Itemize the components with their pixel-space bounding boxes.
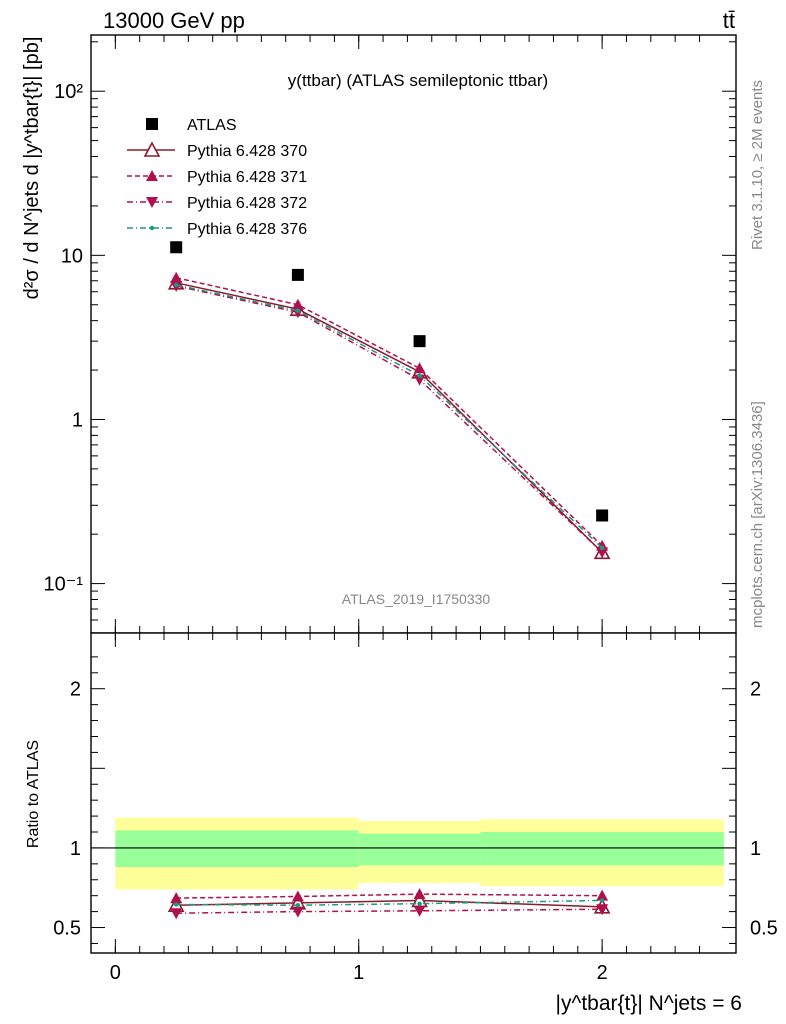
legend-entry: Pythia 6.428 372: [187, 195, 307, 212]
ratio-series-3-point: [417, 901, 422, 906]
ratio-y-tick-label: 1: [70, 838, 81, 860]
ratio-inner-band: [480, 832, 724, 866]
main-series-2-line: [176, 277, 603, 547]
legend-entry: ATLAS: [187, 117, 237, 134]
ratio-series-3-point: [295, 903, 301, 908]
legend-marker: [146, 118, 158, 130]
mcplots-label: mcplots.cern.ch [arXiv:1306.3436]: [749, 401, 766, 628]
ratio-y-axis-label: Ratio to ATLAS: [25, 740, 42, 848]
ratio-y-tick-label-right: 0.5: [750, 918, 778, 940]
main-series-0-point: [170, 241, 183, 254]
legend-marker: [149, 225, 155, 231]
main-series-2-point: [291, 298, 304, 310]
ratio-series-3-line: [176, 899, 603, 906]
legend-marker: [146, 197, 158, 208]
main-series-3-point: [413, 374, 426, 386]
main-series-4-point: [173, 282, 179, 288]
ratio-series-2-point: [291, 906, 304, 918]
main-series-2-point: [413, 362, 426, 374]
main-panel: 10⁻¹ 1 10 10² y(ttbar) (ATLAS semileptonic …: [21, 34, 737, 634]
main-y-tick-label: 10: [61, 245, 83, 267]
ratio-series-3-point: [599, 898, 605, 903]
x-tick-label: 1: [353, 962, 364, 984]
main-series-1-line: [176, 282, 603, 553]
main-y-tick-label: 10²: [54, 81, 83, 103]
ratio-inner-band: [115, 830, 359, 868]
legend-entry: Pythia 6.428 370: [187, 143, 307, 160]
ratio-series-2-point: [596, 904, 609, 916]
main-y-tick-label: 1: [72, 409, 83, 431]
main-series-4-point: [417, 373, 422, 378]
ratio-bands: [115, 817, 724, 890]
main-curves: [167, 241, 611, 560]
main-series-4-point: [295, 308, 301, 313]
main-series-0-point: [413, 335, 426, 348]
ratio-series-2-point: [170, 908, 183, 920]
ratio-inner-band: [358, 833, 481, 866]
ratio-frame-border: [90, 632, 737, 954]
legend-marker: [143, 141, 161, 157]
ratio-y-tick-label: 0.5: [53, 918, 81, 940]
ratio-series-1-point: [170, 892, 183, 904]
x-tick-label: 2: [597, 962, 608, 984]
main-y-axis-label: d²σ / d N^jets d |y^tbar{t}| [pb]: [21, 37, 43, 300]
legend-entry: Pythia 6.428 376: [187, 221, 307, 238]
ratio-y-tick-label-right: 1: [750, 838, 761, 860]
chart-title: y(ttbar) (ATLAS semileptonic ttbar): [288, 71, 548, 90]
ratio-series-2-line: [176, 908, 603, 914]
legend: ATLAS Pythia 6.428 370 Pythia 6.428 371 Pyt…: [127, 117, 307, 238]
main-frame: [91, 35, 736, 633]
ratio-series-2-point: [413, 905, 426, 917]
ratio-ticks: 0.5 0.5 1 1 2 2 0 1 2: [53, 633, 778, 984]
legend-marker: [146, 170, 158, 181]
main-series-2-point: [170, 271, 183, 283]
process-label: tt̄: [723, 8, 735, 33]
legend-entry: Pythia 6.428 371: [187, 169, 307, 186]
ratio-series-0-line: [176, 899, 603, 908]
ratio-series-1-point: [596, 889, 609, 901]
ratio-series-3-point: [173, 902, 179, 907]
main-y-tick-label: 10⁻¹: [44, 574, 84, 596]
main-series-0-point: [596, 509, 609, 522]
ratio-y-tick-label: 2: [70, 679, 81, 701]
analysis-watermark: ATLAS_2019_I1750330: [342, 591, 491, 607]
rivet-label: Rivet 3.1.10, ≥ 2M events: [749, 80, 766, 250]
energy-label: 13000 GeV pp: [103, 8, 245, 33]
main-y-ticks: 10⁻¹ 1 10 10²: [44, 35, 736, 634]
ratio-frame: [91, 633, 736, 953]
main-series-0-point: [291, 268, 304, 281]
ratio-series-1-point: [291, 890, 304, 902]
ratio-panel: 0.5 0.5 1 1 2 2 0 1 2 Ratio to ATLAS |y^tbar{t}|…: [25, 632, 778, 1015]
main-series-3-point: [596, 547, 609, 559]
ratio-series-1-point: [413, 888, 426, 900]
ratio-curves: [167, 888, 611, 920]
x-tick-label: 0: [110, 962, 121, 984]
main-series-4-point: [599, 545, 605, 551]
x-axis-label: |y^tbar{t}| N^jets = 6: [556, 992, 742, 1015]
ratio-y-tick-label-right: 2: [750, 679, 761, 701]
ratio-series-1-line: [176, 893, 603, 899]
